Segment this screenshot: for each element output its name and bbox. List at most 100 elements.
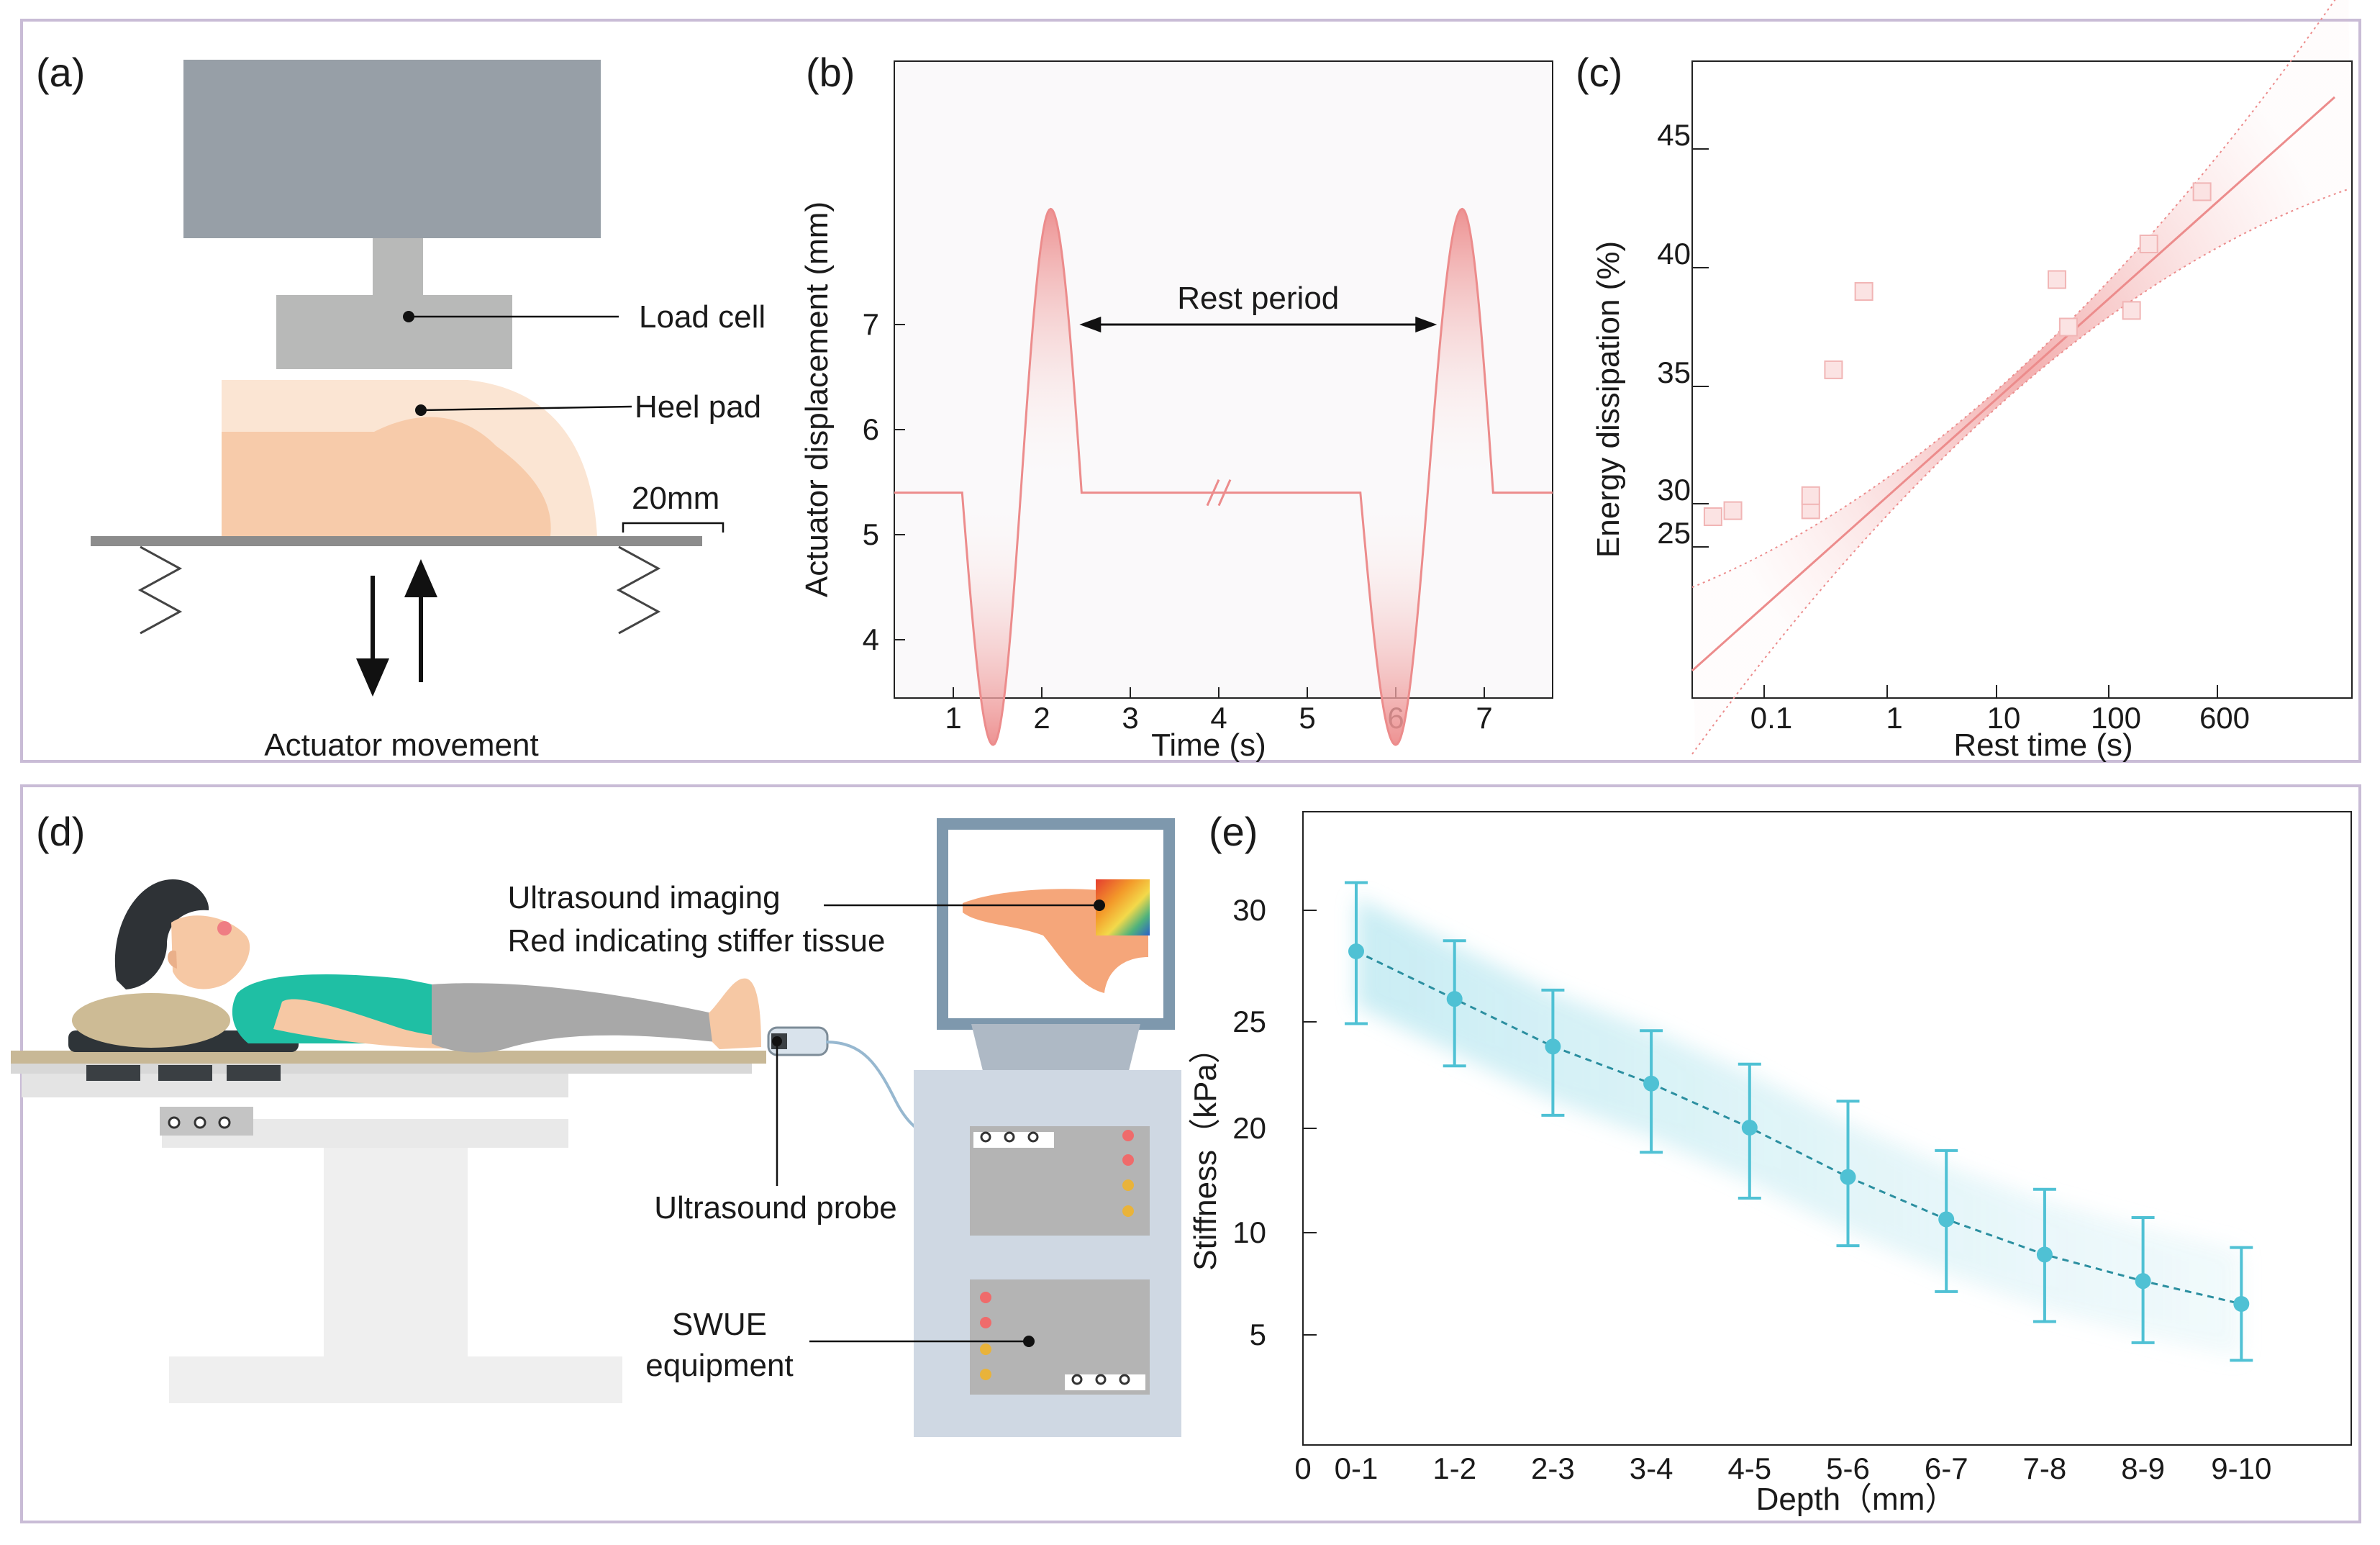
load-cell-stem — [373, 238, 423, 296]
chart-c-ytick-label: 30 — [1657, 473, 1691, 507]
chart-e-xtick-label: 0-1 — [1335, 1451, 1379, 1485]
patient-legs — [432, 983, 716, 1053]
rest-arrowhead-right — [1415, 317, 1437, 332]
chart-e-xtick-label: 9-10 — [2211, 1451, 2271, 1485]
headrest-block-1 — [86, 1065, 140, 1081]
chart-b-break-mark — [1206, 479, 1220, 507]
actuator-label: Actuator movement — [264, 728, 539, 763]
patient-arm — [273, 999, 465, 1048]
chart-e-ytick-label: 10 — [1232, 1215, 1266, 1249]
chart-c-ytick-label: 25 — [1657, 516, 1691, 550]
patient-foot — [709, 978, 761, 1049]
swue-label-line1: SWUE — [672, 1307, 767, 1342]
ultrasound-color-map — [1096, 879, 1150, 935]
scale-bar — [622, 522, 725, 533]
chart-e-point — [2233, 1296, 2250, 1312]
top-panel-frame — [20, 19, 2361, 763]
chart-c-point — [1854, 282, 1873, 301]
chart-e-point — [2135, 1273, 2151, 1290]
chart-e-xtick-label: 8-9 — [2121, 1451, 2165, 1485]
chart-c-xtick-label: 1 — [1886, 701, 1902, 735]
chart-b-xtick-label: 5 — [1299, 701, 1315, 735]
chart-c-xticks: 0.1 1 10 100 600 — [1750, 685, 2250, 735]
chart-e-point — [1643, 1075, 1660, 1092]
panel-e-label: (e) — [1209, 809, 1258, 854]
chart-e-point — [1446, 991, 1463, 1007]
chart-c-point — [1824, 360, 1843, 379]
connector-top-holes — [980, 1131, 1039, 1143]
chart-c-ytick-label: 45 — [1657, 118, 1691, 152]
headrest-block-3 — [227, 1065, 281, 1081]
chart-c-xtick-label: 100 — [2091, 701, 2141, 735]
chart-c-point — [2122, 301, 2141, 320]
chart-e-point — [1741, 1120, 1758, 1136]
cabinet-bottom-leds — [980, 1292, 991, 1380]
up-arrowhead-icon — [404, 559, 437, 597]
chart-c-point — [2058, 317, 2078, 337]
chart-e-point — [1840, 1169, 1856, 1185]
chart-b-peak-fill-1 — [1017, 209, 1082, 493]
probe-label: Ultrasound probe — [654, 1190, 897, 1225]
panel-c: (c) Energy dissipation (%) Rest time (s)… — [1576, 0, 2353, 763]
chart-c-band-upper — [1691, 0, 2336, 589]
patient-nose — [217, 921, 232, 935]
chart-e-xtick-label: 4-5 — [1727, 1451, 1771, 1485]
chart-e-point — [1348, 943, 1364, 959]
chart-e-shaded-band — [1356, 897, 2242, 1358]
panel-a: (a) Load cell Heel pad 20mm Actuator mov… — [36, 50, 766, 763]
panel-b-label: (b) — [806, 50, 855, 95]
chart-c-point — [2047, 270, 2066, 289]
chart-e-xtick-label: 6-7 — [1925, 1451, 1968, 1485]
chart-e-ytick-label: 30 — [1232, 893, 1266, 927]
chart-e-trend-line — [1355, 950, 2242, 1305]
panel-c-label: (c) — [1576, 50, 1622, 95]
patient-hair — [114, 879, 209, 989]
chart-b-xtick-label: 4 — [1210, 701, 1227, 735]
swue-label-line2: equipment — [645, 1348, 793, 1383]
chart-c-band-lower — [1691, 188, 2349, 755]
imaging-label-line2: Red indicating stiffer tissue — [507, 923, 885, 959]
chart-e-points — [1348, 943, 2250, 1312]
chart-e-point — [2036, 1246, 2053, 1263]
chart-c-xlabel: Rest time (s) — [1953, 728, 2133, 763]
panel-e: (e) Stiffness（kPa） Depth（mm） 0 5 10 20 25 30… — [1188, 809, 2352, 1517]
panel-d-label: (d) — [36, 809, 85, 854]
rest-period-label: Rest period — [1177, 281, 1339, 316]
chart-b-yticks: 4 5 6 7 — [863, 307, 905, 656]
bed-clamp-bolts — [168, 1116, 231, 1129]
chart-b-xlabel: Time (s) — [1151, 728, 1266, 763]
cabinet-top-leds — [1122, 1130, 1134, 1217]
chart-c-points — [1703, 182, 2212, 526]
chart-c-point — [1703, 507, 1722, 526]
chart-c-yticks: 25 30 35 40 45 — [1657, 118, 1709, 550]
chart-c-ytick-label: 40 — [1657, 237, 1691, 271]
right-spring-icon — [616, 545, 661, 635]
chart-c-ytick-label: 35 — [1657, 355, 1691, 389]
monitor-block — [183, 60, 601, 238]
chart-b-xtick-label: 3 — [1122, 701, 1138, 735]
monitor-neck — [971, 1024, 1140, 1074]
chart-b-ylabel: Actuator displacement (mm) — [799, 201, 835, 597]
chart-b-ytick-label: 4 — [863, 622, 879, 656]
chart-e-ytick-label: 5 — [1250, 1318, 1266, 1351]
chart-c-fit-line — [1691, 96, 2335, 672]
down-arrowhead-icon — [356, 658, 389, 697]
chart-b-xticks: 1234567 — [945, 687, 1493, 735]
chart-e-xtick-label: 5-6 — [1826, 1451, 1870, 1485]
chart-c-confidence-band — [1692, 0, 2351, 751]
heel-pad-inner — [222, 417, 551, 536]
chart-c-point — [2139, 235, 2158, 253]
chart-e-xtick-label: 2-3 — [1531, 1451, 1575, 1485]
chart-b-xtick-label: 2 — [1033, 701, 1050, 735]
chart-e-point — [1938, 1211, 1955, 1228]
chart-e-ytick-label: 20 — [1232, 1111, 1266, 1145]
bottom-panel-frame — [20, 784, 2361, 1523]
chart-e-point — [1545, 1038, 1561, 1055]
chart-c-ylabel: Energy dissipation (%) — [1591, 241, 1626, 558]
scale-label: 20mm — [632, 481, 719, 516]
chart-c-point — [2192, 182, 2212, 201]
chart-e-error-bars — [1345, 881, 2253, 1362]
connector-bottom-holes — [1071, 1374, 1130, 1385]
chart-e-xticks: 0-1 1-2 2-3 3-4 4-5 5-6 6-7 7-8 8-9 9-10 — [1335, 1451, 2272, 1485]
chart-e-x-zero-label: 0 — [1294, 1451, 1311, 1485]
